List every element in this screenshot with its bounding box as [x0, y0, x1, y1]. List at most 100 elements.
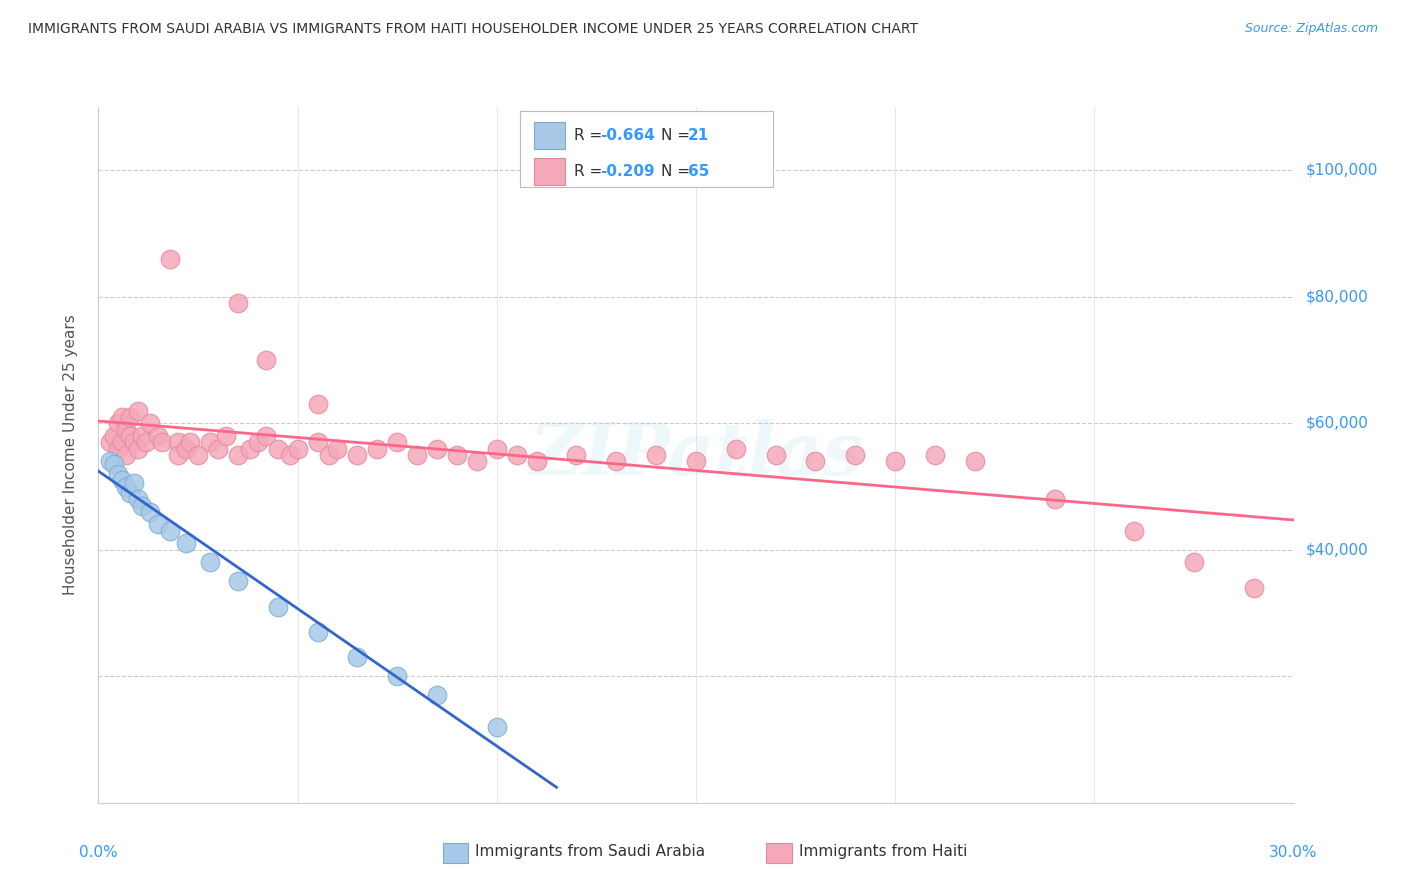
Point: [485, 720, 508, 734]
Text: Source: ZipAtlas.com: Source: ZipAtlas.com: [1244, 22, 1378, 36]
Point: [346, 650, 368, 665]
Point: [131, 499, 153, 513]
Text: $100,000: $100,000: [1305, 163, 1378, 178]
Text: 65: 65: [688, 164, 709, 178]
Text: R =: R =: [574, 164, 607, 178]
Point: [307, 397, 329, 411]
Point: [198, 556, 221, 570]
Point: [385, 669, 409, 683]
Point: [765, 448, 787, 462]
Point: [326, 442, 349, 456]
Point: [120, 486, 142, 500]
Point: [226, 296, 249, 310]
Text: $60,000: $60,000: [1305, 416, 1368, 431]
Point: [111, 473, 134, 487]
Point: [884, 454, 907, 468]
Point: [226, 448, 249, 462]
Point: [724, 442, 747, 456]
Point: [115, 479, 138, 493]
Point: [198, 435, 221, 450]
Point: [124, 476, 146, 491]
Point: [1123, 524, 1146, 538]
Text: R =: R =: [574, 128, 607, 143]
Text: 30.0%: 30.0%: [1270, 845, 1317, 860]
Point: [385, 435, 409, 450]
Point: [127, 442, 149, 456]
Point: [115, 448, 138, 462]
Point: [565, 448, 588, 462]
Point: [127, 492, 149, 507]
Point: [318, 448, 340, 462]
Point: [174, 442, 197, 456]
Point: [465, 454, 488, 468]
Point: [150, 435, 173, 450]
Point: [246, 435, 269, 450]
Point: [287, 442, 309, 456]
Point: [526, 454, 548, 468]
Point: [446, 448, 468, 462]
Point: [254, 429, 277, 443]
Point: [187, 448, 209, 462]
Point: [103, 429, 125, 443]
Point: [426, 442, 449, 456]
Point: [167, 435, 190, 450]
Point: [804, 454, 827, 468]
Point: [179, 435, 201, 450]
Point: [131, 429, 153, 443]
Text: 21: 21: [688, 128, 709, 143]
Point: [107, 442, 129, 456]
Point: [239, 442, 262, 456]
Point: [124, 435, 146, 450]
Point: [148, 429, 170, 443]
Text: Immigrants from Saudi Arabia: Immigrants from Saudi Arabia: [475, 845, 706, 859]
Point: [254, 353, 277, 368]
Point: [963, 454, 986, 468]
Point: [139, 417, 162, 431]
Text: N =: N =: [661, 128, 695, 143]
Point: [307, 625, 329, 640]
Point: [605, 454, 627, 468]
Point: [485, 442, 508, 456]
Point: [111, 409, 134, 424]
Point: [111, 435, 134, 450]
Text: N =: N =: [661, 164, 695, 178]
Point: [135, 435, 157, 450]
Text: Immigrants from Haiti: Immigrants from Haiti: [799, 845, 967, 859]
Point: [167, 448, 190, 462]
Point: [426, 688, 449, 702]
Point: [120, 409, 142, 424]
Point: [103, 458, 125, 472]
Point: [226, 574, 249, 589]
Text: 0.0%: 0.0%: [79, 845, 118, 860]
Point: [174, 536, 197, 550]
Text: $80,000: $80,000: [1305, 289, 1368, 304]
Text: -0.209: -0.209: [600, 164, 655, 178]
Point: [506, 448, 529, 462]
Point: [98, 454, 122, 468]
Point: [685, 454, 707, 468]
Point: [98, 435, 122, 450]
Text: ZIPatlas: ZIPatlas: [529, 419, 863, 491]
Point: [366, 442, 388, 456]
Point: [267, 442, 290, 456]
Point: [645, 448, 668, 462]
Point: [207, 442, 229, 456]
Point: [159, 252, 181, 266]
Point: [924, 448, 946, 462]
Point: [1043, 492, 1066, 507]
Point: [127, 403, 149, 417]
Point: [148, 517, 170, 532]
Point: [107, 467, 129, 481]
Point: [307, 435, 329, 450]
Text: $40,000: $40,000: [1305, 542, 1368, 558]
Point: [115, 423, 138, 437]
Point: [267, 599, 290, 614]
Point: [139, 505, 162, 519]
Point: [346, 448, 368, 462]
Point: [159, 524, 181, 538]
Point: [215, 429, 238, 443]
Point: [844, 448, 866, 462]
Point: [107, 417, 129, 431]
Point: [1182, 556, 1205, 570]
Point: [406, 448, 429, 462]
